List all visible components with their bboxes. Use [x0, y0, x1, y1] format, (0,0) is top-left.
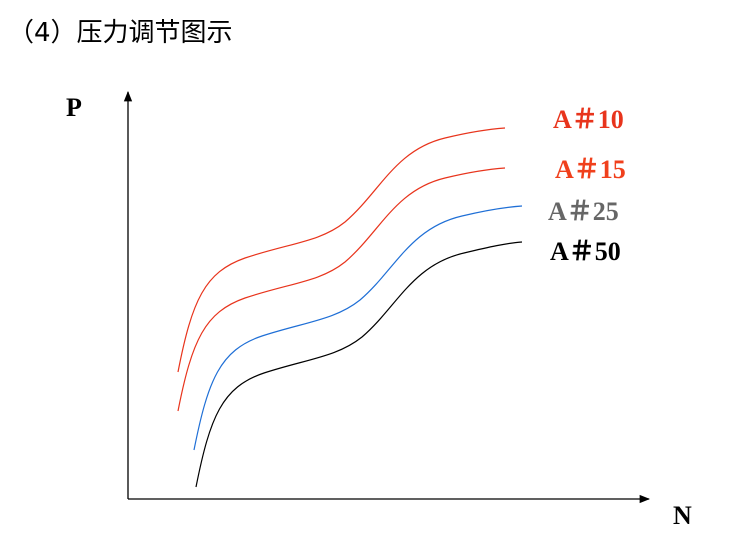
x-axis-label: N — [673, 501, 692, 530]
curve — [177, 167, 506, 412]
curve — [177, 127, 506, 373]
curve-label: A＃10 — [553, 105, 624, 134]
y-axis-label: P — [66, 93, 82, 122]
curve-label: A＃15 — [555, 155, 626, 184]
title: （4）压力调节图示 — [8, 18, 233, 48]
curve-label: A＃50 — [550, 237, 621, 266]
curve — [195, 241, 523, 488]
curve-label: A＃25 — [548, 197, 619, 226]
curve — [193, 205, 523, 451]
